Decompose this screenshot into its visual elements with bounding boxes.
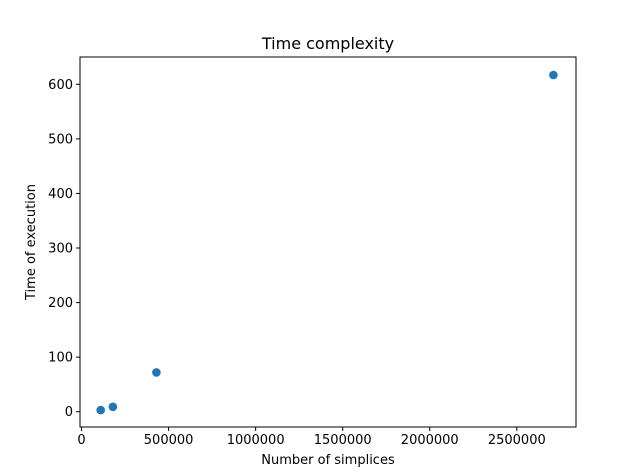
data-point-1 [96,405,105,415]
data-point-3 [152,368,161,377]
x-axis-ticks: 0 500000 1000000 1500000 2000000 2500000 [77,427,546,448]
y-tick-label: 400 [48,187,73,202]
y-tick-label: 0 [65,405,73,420]
x-tick-label: 2000000 [401,433,459,448]
x-tick-label: 0 [77,433,85,448]
x-tick-label: 1000000 [227,433,285,448]
y-tick-label: 600 [48,78,73,93]
x-axis-label: Number of simplices [261,453,395,468]
plot-frame [79,56,577,428]
data-point-2 [108,402,118,412]
data-points [96,70,558,415]
y-axis-ticks: 0 100 200 300 400 500 600 [48,78,80,420]
y-axis-label: Time of execution [24,184,39,301]
y-tick-label: 300 [48,242,73,257]
x-tick-label: 500000 [144,433,194,448]
chart-title: Time complexity [261,34,394,53]
y-tick-label: 200 [48,296,73,311]
x-tick-label: 2500000 [488,433,546,448]
x-tick-label: 1500000 [314,433,372,448]
data-point-4 [549,70,558,80]
y-tick-label: 500 [48,132,73,147]
y-tick-label: 100 [48,351,73,366]
